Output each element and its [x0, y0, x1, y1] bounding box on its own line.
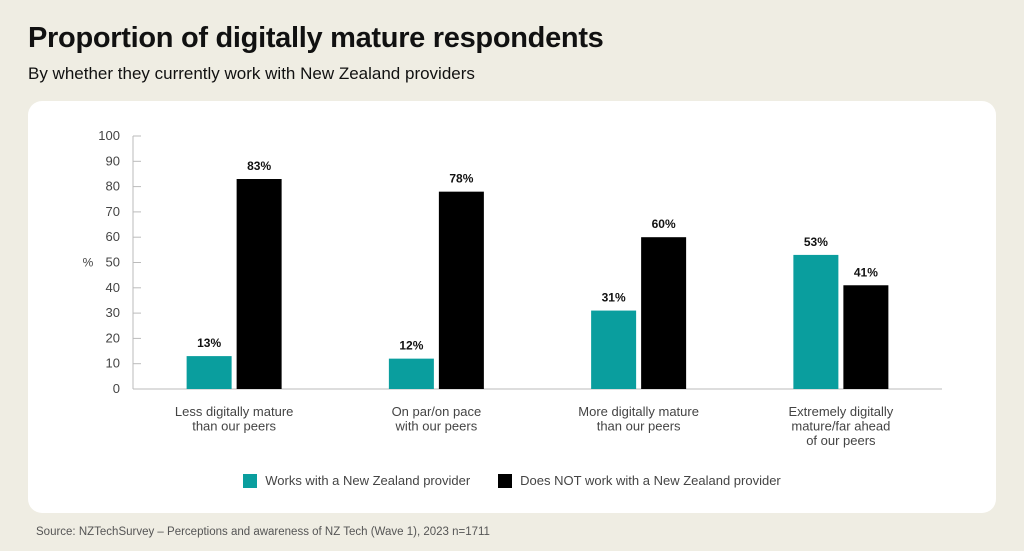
x-tick-label: with our peers — [395, 419, 478, 434]
legend-label-works: Works with a New Zealand provider — [265, 473, 471, 488]
y-tick-label: 50 — [106, 255, 120, 270]
chart-title: Proportion of digitally mature responden… — [28, 22, 604, 54]
data-label: 41% — [854, 265, 878, 279]
bar — [388, 358, 434, 389]
data-label: 31% — [602, 291, 626, 305]
y-axis-label: % — [83, 256, 94, 270]
data-label: 12% — [399, 339, 423, 353]
x-tick-label: More digitally mature — [578, 404, 699, 419]
legend-swatch-not-works — [498, 473, 513, 488]
bar — [186, 356, 232, 389]
y-tick-label: 20 — [106, 330, 120, 345]
bar — [793, 254, 839, 389]
bar — [591, 310, 637, 389]
legend-swatch-works — [243, 473, 258, 488]
x-tick-label: than our peers — [597, 419, 681, 434]
data-label: 78% — [449, 172, 473, 186]
y-tick-label: 30 — [106, 305, 120, 320]
bar — [236, 179, 282, 389]
chart-subtitle: By whether they currently work with New … — [28, 64, 475, 83]
data-label: 13% — [197, 336, 221, 350]
chart-legend: Works with a New Zealand provider Does N… — [28, 473, 996, 488]
x-tick-label: Less digitally mature — [175, 404, 294, 419]
legend-item-not-works: Does NOT work with a New Zealand provide… — [498, 473, 781, 488]
legend-item-works: Works with a New Zealand provider — [243, 473, 470, 488]
data-label: 53% — [804, 235, 828, 249]
bar — [641, 237, 687, 389]
y-tick-label: 100 — [98, 128, 120, 143]
source-note: Source: NZTechSurvey – Perceptions and a… — [36, 526, 490, 538]
bar-chart: 0 10 20 30 40 50 60 70 80 90 100% 13% 83% Less digita… — [83, 128, 942, 448]
y-tick-label: 80 — [106, 179, 120, 194]
y-tick-label: 10 — [106, 356, 120, 371]
y-tick-label: 90 — [106, 153, 120, 168]
y-tick-label: 60 — [106, 229, 120, 244]
y-tick-label: 70 — [106, 204, 120, 219]
legend-label-not-works: Does NOT work with a New Zealand provide… — [520, 473, 781, 488]
data-label: 83% — [247, 159, 271, 173]
bar — [843, 285, 889, 389]
x-tick-label: mature/far ahead — [791, 419, 890, 434]
y-tick-label: 0 — [113, 381, 120, 396]
data-label: 60% — [652, 217, 676, 231]
x-tick-label: On par/on pace — [392, 404, 482, 419]
x-tick-label: of our peers — [806, 433, 876, 448]
bar — [438, 191, 484, 389]
chart-card: 0 10 20 30 40 50 60 70 80 90 100% 13% 83% Less digita… — [28, 101, 996, 513]
y-tick-label: 40 — [106, 280, 120, 295]
x-tick-label: Extremely digitally — [788, 404, 893, 419]
x-tick-label: than our peers — [192, 419, 276, 434]
